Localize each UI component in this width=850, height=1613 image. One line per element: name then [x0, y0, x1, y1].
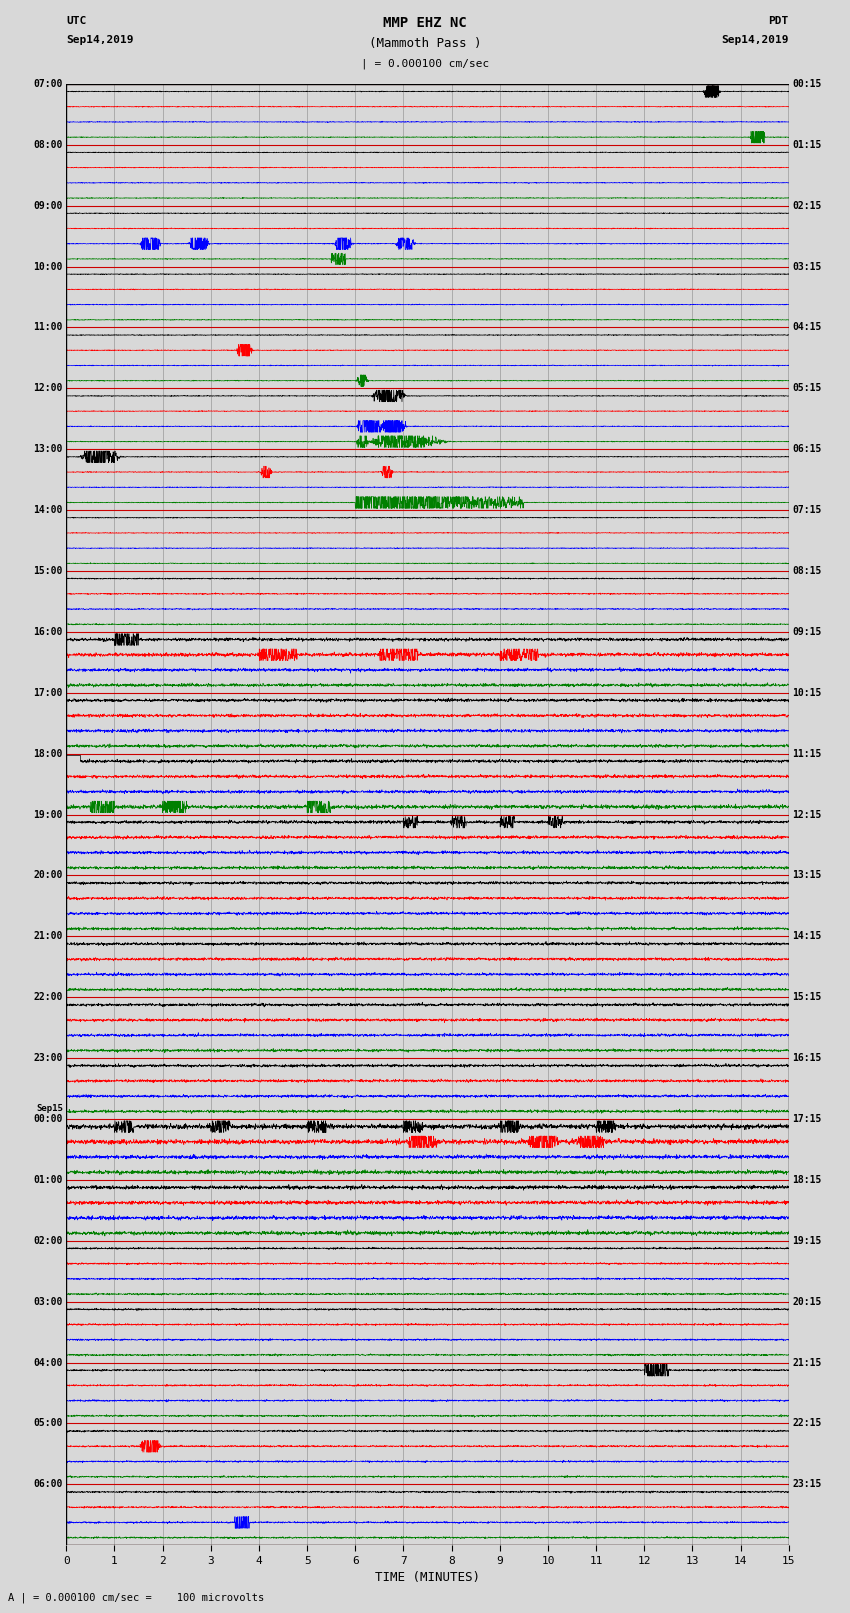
Text: 10:00: 10:00	[33, 261, 63, 271]
Text: 09:00: 09:00	[33, 200, 63, 211]
Text: 21:00: 21:00	[33, 931, 63, 942]
Text: 19:00: 19:00	[33, 810, 63, 819]
Text: 11:15: 11:15	[792, 748, 822, 758]
Text: 10:15: 10:15	[792, 687, 822, 698]
Text: 01:15: 01:15	[792, 140, 822, 150]
Text: 13:00: 13:00	[33, 444, 63, 455]
Text: 11:00: 11:00	[33, 323, 63, 332]
Text: 17:00: 17:00	[33, 687, 63, 698]
Text: 08:00: 08:00	[33, 140, 63, 150]
Text: 08:15: 08:15	[792, 566, 822, 576]
Text: 18:00: 18:00	[33, 748, 63, 758]
Text: | = 0.000100 cm/sec: | = 0.000100 cm/sec	[361, 58, 489, 69]
Text: 16:00: 16:00	[33, 627, 63, 637]
Text: 13:15: 13:15	[792, 871, 822, 881]
Text: PDT: PDT	[768, 16, 789, 26]
Text: 07:15: 07:15	[792, 505, 822, 515]
Text: 20:00: 20:00	[33, 871, 63, 881]
Text: UTC: UTC	[66, 16, 87, 26]
Text: 22:15: 22:15	[792, 1418, 822, 1429]
Text: 15:15: 15:15	[792, 992, 822, 1002]
Text: Sep14,2019: Sep14,2019	[66, 35, 133, 45]
Text: 14:00: 14:00	[33, 505, 63, 515]
Text: 21:15: 21:15	[792, 1358, 822, 1368]
Text: Sep15: Sep15	[36, 1103, 63, 1113]
Text: 05:15: 05:15	[792, 384, 822, 394]
Text: 06:00: 06:00	[33, 1479, 63, 1489]
Text: A | = 0.000100 cm/sec =    100 microvolts: A | = 0.000100 cm/sec = 100 microvolts	[8, 1592, 264, 1603]
Text: 01:00: 01:00	[33, 1174, 63, 1186]
Text: 22:00: 22:00	[33, 992, 63, 1002]
Text: 23:00: 23:00	[33, 1053, 63, 1063]
Text: 04:00: 04:00	[33, 1358, 63, 1368]
Text: 00:00: 00:00	[33, 1115, 63, 1124]
Text: 02:00: 02:00	[33, 1236, 63, 1245]
Text: 19:15: 19:15	[792, 1236, 822, 1245]
Text: 17:15: 17:15	[792, 1115, 822, 1124]
Text: 00:15: 00:15	[792, 79, 822, 89]
Text: 07:00: 07:00	[33, 79, 63, 89]
Text: 15:00: 15:00	[33, 566, 63, 576]
Text: 02:15: 02:15	[792, 200, 822, 211]
Text: 09:15: 09:15	[792, 627, 822, 637]
Text: 04:15: 04:15	[792, 323, 822, 332]
X-axis label: TIME (MINUTES): TIME (MINUTES)	[375, 1571, 480, 1584]
Text: 06:15: 06:15	[792, 444, 822, 455]
Text: 12:00: 12:00	[33, 384, 63, 394]
Text: 18:15: 18:15	[792, 1174, 822, 1186]
Text: 03:15: 03:15	[792, 261, 822, 271]
Text: 16:15: 16:15	[792, 1053, 822, 1063]
Text: Sep14,2019: Sep14,2019	[722, 35, 789, 45]
Text: 12:15: 12:15	[792, 810, 822, 819]
Text: 14:15: 14:15	[792, 931, 822, 942]
Text: 23:15: 23:15	[792, 1479, 822, 1489]
Text: 03:00: 03:00	[33, 1297, 63, 1307]
Text: 05:00: 05:00	[33, 1418, 63, 1429]
Text: MMP EHZ NC: MMP EHZ NC	[383, 16, 467, 31]
Text: 20:15: 20:15	[792, 1297, 822, 1307]
Text: (Mammoth Pass ): (Mammoth Pass )	[369, 37, 481, 50]
